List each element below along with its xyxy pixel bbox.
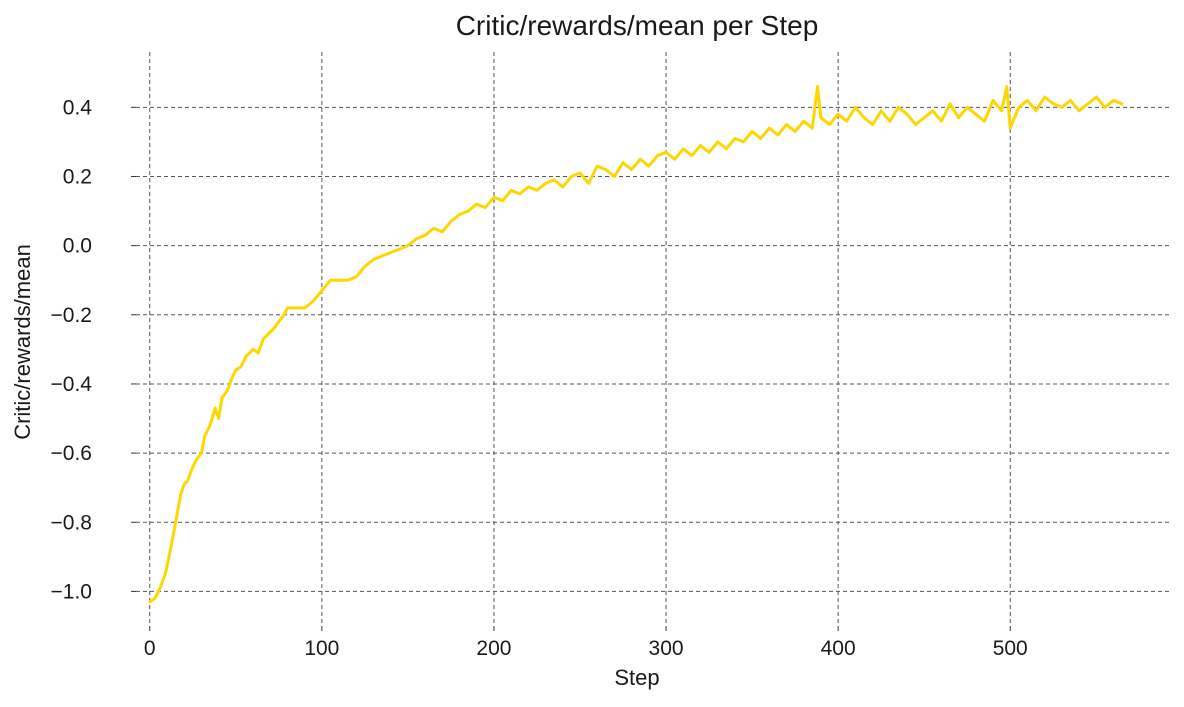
y-tick-label: 0.4 xyxy=(63,96,93,119)
y-tick-label: −0.2 xyxy=(51,304,92,327)
x-tick-label: 200 xyxy=(476,637,511,660)
series-line xyxy=(148,85,1124,604)
x-axis-label: Step xyxy=(614,665,659,690)
x-tick-label: 300 xyxy=(649,637,684,660)
y-tick-label: −1.0 xyxy=(51,580,92,603)
x-tick-label: 400 xyxy=(821,637,856,660)
x-tick-label: 0 xyxy=(144,637,156,660)
x-tick-label: 500 xyxy=(993,637,1028,660)
tick-layer: 0 100 200 300 400 500 −1.0 −0.8 −0.6 −0.4 −0.2 0.0 0… xyxy=(51,96,1028,660)
y-tick-label: 0.0 xyxy=(63,235,92,258)
grid-layer xyxy=(136,52,1172,626)
x-tick-label: 100 xyxy=(304,637,339,660)
y-axis-label: Critic/rewards/mean xyxy=(10,244,35,440)
y-tick-label: −0.4 xyxy=(51,373,93,396)
y-tick-label: −0.6 xyxy=(51,442,92,465)
series-layer xyxy=(148,85,1124,604)
y-tick-label: −0.8 xyxy=(51,511,92,534)
y-tick-label: 0.2 xyxy=(63,165,92,188)
chart-title: Critic/rewards/mean per Step xyxy=(456,10,819,41)
